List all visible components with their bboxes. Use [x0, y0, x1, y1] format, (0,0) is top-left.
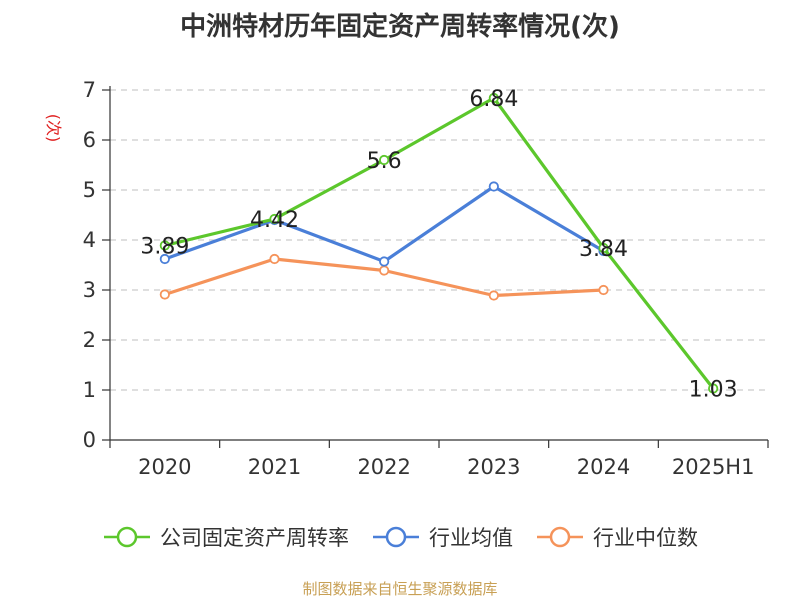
legend-label: 行业均值 — [429, 526, 513, 550]
data-point — [269, 253, 280, 265]
y-tick-label: 4 — [83, 228, 96, 252]
data-point — [159, 253, 170, 265]
x-tick-label: 2020 — [138, 455, 191, 479]
data-point — [379, 265, 390, 276]
y-tick-label: 6 — [83, 128, 96, 152]
source-note: 制图数据来自恒生聚源数据库 — [302, 580, 498, 598]
legend-label: 公司固定资产周转率 — [160, 526, 349, 550]
data-point — [708, 383, 719, 394]
series-line — [164, 96, 715, 390]
x-tick-label: 2021 — [248, 455, 301, 479]
data-point — [488, 181, 499, 192]
legend-item: 行业中位数 — [535, 522, 698, 552]
y-axis-label: (次) — [44, 114, 63, 143]
data-label: 1.03 — [689, 378, 738, 403]
y-tick-label: 0 — [83, 428, 96, 452]
x-tick-label: 2023 — [467, 455, 520, 479]
y-tick-label: 7 — [83, 78, 96, 102]
data-point — [598, 242, 609, 254]
data-point — [159, 240, 170, 251]
grid-lines — [110, 89, 768, 391]
legend-marker — [104, 526, 150, 548]
legend: 公司固定资产周转率 行业均值 行业中位数 — [0, 520, 800, 554]
data-point — [269, 213, 280, 225]
legend-item: 公司固定资产周转率 — [102, 522, 349, 552]
legend-item: 行业均值 — [371, 522, 513, 552]
data-point — [488, 290, 499, 301]
data-labels: 3.89 4.42 5.6 6.84 3.84 1.03 — [140, 87, 737, 403]
x-tick-label: 2022 — [357, 455, 410, 479]
y-tick-label: 2 — [83, 328, 96, 352]
legend-marker — [537, 526, 583, 548]
legend-marker — [373, 526, 419, 548]
data-point — [488, 92, 499, 104]
data-point — [379, 154, 390, 166]
data-point — [379, 256, 390, 267]
chart-title: 中洲特材历年固定资产周转率情况(次) — [180, 12, 620, 42]
data-label: 5.6 — [367, 149, 402, 174]
x-tick-label: 2024 — [577, 455, 630, 479]
data-label: 6.84 — [469, 87, 518, 112]
y-tick-label: 3 — [83, 278, 96, 302]
x-tick-label: 2025H1 — [672, 455, 755, 479]
data-point — [159, 289, 170, 300]
axes: 0 1 2 3 4 5 6 7 2020 2021 2022 2023 2024 2025H1 — [83, 78, 769, 479]
data-label: 3.84 — [579, 237, 628, 262]
data-point — [598, 284, 609, 296]
y-tick-label: 1 — [83, 378, 96, 402]
y-tick-label: 5 — [83, 178, 96, 202]
legend-label: 行业中位数 — [593, 526, 698, 550]
data-label: 3.89 — [140, 235, 189, 260]
series-line — [164, 184, 605, 264]
series-layer — [159, 92, 719, 394]
data-label: 4.42 — [250, 208, 299, 233]
